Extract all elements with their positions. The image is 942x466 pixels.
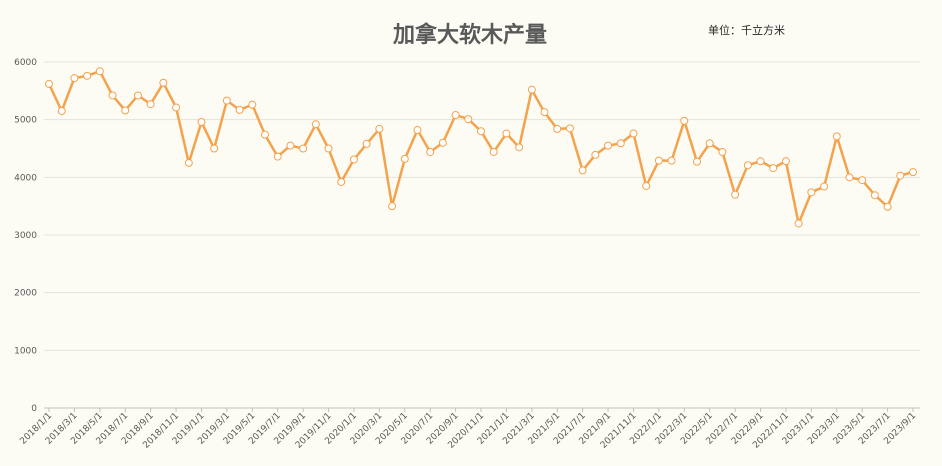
data-point [502,129,511,138]
data-point [45,79,53,88]
data-point [909,168,917,177]
data-point [426,147,435,156]
data-point [591,150,600,159]
data-point [680,116,689,125]
data-point [146,100,155,109]
data-point [540,108,549,117]
unit-note: 单位：千立方米 [708,23,785,37]
data-point [756,157,765,166]
y-tick-label: 6000 [14,58,37,68]
chart-title: 加拿大软木产量 [392,22,547,48]
data-point [832,132,841,141]
gridlines [44,61,920,351]
data-point [794,219,803,228]
data-point [743,161,752,170]
data-point [654,156,663,165]
data-point [299,144,308,153]
data-point [604,141,613,150]
data-point [349,155,358,164]
data-point [781,157,790,166]
data-point [718,147,727,156]
data-point [70,74,79,83]
data-point [172,103,181,112]
data-point [184,158,193,167]
data-point [210,144,219,153]
data-point [133,91,142,100]
data-point [286,141,295,150]
data-point [820,182,829,191]
data-point [438,138,447,147]
data-point [413,126,422,135]
data-point [108,91,117,100]
data-point [197,117,206,126]
y-tick-label: 4000 [14,173,37,183]
data-point [616,139,625,148]
series-line [47,69,914,225]
data-point [553,124,562,133]
data-point [642,181,651,190]
data-point [769,164,778,173]
data-point [883,202,892,211]
data-point [464,115,473,124]
data-point [845,173,854,182]
y-tick-label: 3000 [14,231,37,241]
data-point [400,154,409,163]
data-point [83,71,92,80]
data-point [324,144,333,153]
data-point [578,166,587,175]
data-point [489,147,498,156]
y-tick-label: 0 [31,404,37,414]
data-point [159,78,168,87]
data-point [451,111,460,120]
data-point [222,96,231,105]
data-point [870,191,879,200]
data-point [565,124,574,133]
data-point [731,190,740,199]
data-point [235,105,244,114]
y-tick-label: 5000 [14,116,37,126]
data-point [388,202,397,211]
y-tick-label: 2000 [14,289,37,299]
data-point [311,120,320,129]
data-point [337,177,346,186]
data-point [248,100,257,109]
data-point [57,107,66,116]
data-point [527,85,536,94]
data-point [95,67,104,76]
data-point [858,176,867,185]
data-point [261,130,269,139]
data-point [273,152,282,161]
data-point [705,139,714,148]
x-axis-ticks: 2018/1/12018/3/12018/5/12018/7/12018/9/1… [18,408,918,451]
data-point [807,188,816,197]
y-tick-label: 1000 [14,346,37,356]
series-group [45,67,917,228]
data-point [362,139,371,148]
data-point [629,129,638,138]
data-point [896,171,905,180]
data-point [667,156,676,165]
data-point [515,143,524,152]
data-point [121,106,130,115]
data-point [693,157,701,166]
data-point [375,124,384,133]
data-point [477,127,485,136]
y-axis-ticks: 0 1000 2000 3000 4000 5000 6000 [14,58,37,414]
